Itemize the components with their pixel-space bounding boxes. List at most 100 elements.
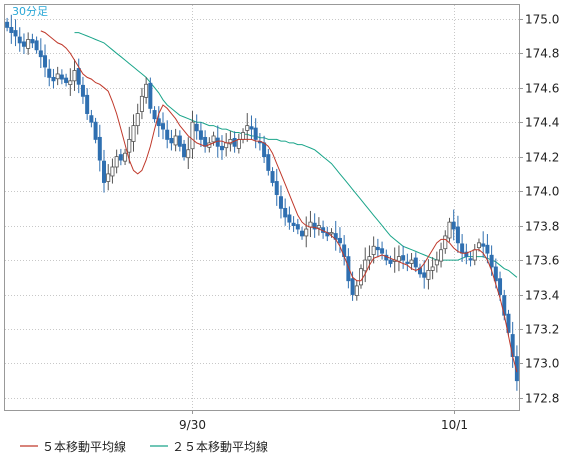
candle-body bbox=[64, 77, 69, 83]
candle-body bbox=[455, 226, 460, 244]
candle-body bbox=[472, 249, 477, 261]
candle-body bbox=[253, 127, 258, 140]
candle-body bbox=[295, 224, 300, 230]
candle-body bbox=[498, 278, 503, 295]
x-tick-label: 10/1 bbox=[441, 418, 468, 432]
candle-body bbox=[443, 235, 448, 250]
y-tick-label: 173.8 bbox=[525, 220, 559, 234]
candle-body bbox=[291, 222, 296, 226]
x-tick-label: 9/30 bbox=[179, 418, 206, 432]
y-tick-label: 174.2 bbox=[525, 151, 559, 165]
candle-body bbox=[232, 137, 237, 147]
candle-body bbox=[380, 248, 385, 254]
candle-body bbox=[396, 256, 401, 262]
candle-body bbox=[316, 225, 321, 229]
candle-body bbox=[287, 214, 292, 223]
ma25-series bbox=[74, 32, 518, 278]
candle-body bbox=[409, 259, 414, 264]
candle-body bbox=[80, 84, 85, 97]
candle-body bbox=[59, 74, 64, 80]
y-tick-label: 174.4 bbox=[525, 116, 559, 130]
candle-body bbox=[127, 139, 132, 153]
candle-body bbox=[489, 254, 494, 268]
candle-body bbox=[51, 76, 56, 82]
candle-body bbox=[266, 154, 271, 171]
candle-body bbox=[363, 259, 368, 272]
candle-body bbox=[110, 166, 115, 177]
candle-body bbox=[118, 154, 123, 161]
candle-body bbox=[346, 256, 351, 282]
candle-body bbox=[354, 285, 359, 296]
candle-body bbox=[68, 80, 73, 86]
candle-body bbox=[26, 39, 31, 49]
y-axis-ticks: 175.0 174.8 174.6 174.4 174.2 174.0 173.8 173.6… bbox=[519, 13, 559, 406]
candle-body bbox=[245, 125, 250, 131]
candle-body bbox=[413, 257, 418, 268]
candle-body bbox=[270, 171, 275, 183]
y-tick-label: 174.6 bbox=[525, 82, 559, 96]
candle-body bbox=[460, 243, 465, 254]
candle-body bbox=[72, 70, 77, 82]
candle-body bbox=[34, 40, 39, 51]
candle-body bbox=[224, 142, 229, 149]
candle-body bbox=[177, 135, 182, 147]
candle-body bbox=[371, 245, 376, 255]
candle-body bbox=[55, 73, 60, 80]
candle-body bbox=[173, 135, 178, 146]
y-tick-label: 174.8 bbox=[525, 47, 559, 61]
candle-body bbox=[215, 137, 220, 147]
ma5-series bbox=[40, 30, 518, 373]
candle-body bbox=[236, 139, 241, 149]
y-tick-label: 173.6 bbox=[525, 254, 559, 268]
candle-body bbox=[219, 145, 224, 151]
candle-body bbox=[182, 143, 187, 158]
candle-body bbox=[426, 270, 431, 280]
y-tick-label: 173.2 bbox=[525, 323, 559, 337]
candle-body bbox=[114, 156, 119, 168]
ma25-line bbox=[74, 32, 518, 278]
candle-body bbox=[481, 243, 486, 247]
candle-body bbox=[144, 83, 149, 98]
candle-body bbox=[203, 136, 208, 147]
candle-body bbox=[401, 255, 406, 261]
candle-body bbox=[135, 113, 140, 127]
candle-body bbox=[17, 36, 22, 44]
candle-body bbox=[367, 256, 372, 261]
candle-body bbox=[493, 266, 498, 282]
candle-body bbox=[485, 244, 490, 254]
candle-body bbox=[38, 50, 43, 58]
candle-body bbox=[89, 115, 94, 123]
candle-body bbox=[388, 259, 393, 264]
candle-body bbox=[148, 82, 153, 109]
candle-body bbox=[430, 266, 435, 271]
candle-body bbox=[228, 139, 233, 145]
candle-body bbox=[439, 249, 444, 262]
candle-body bbox=[76, 68, 81, 85]
y-tick-label: 173.0 bbox=[525, 357, 559, 371]
y-tick-label: 172.8 bbox=[525, 392, 559, 406]
candle-body bbox=[375, 246, 380, 251]
candle-body bbox=[476, 242, 481, 249]
candle-body bbox=[211, 135, 216, 143]
candle-body bbox=[278, 196, 283, 209]
candle-body bbox=[304, 228, 309, 237]
candle-body bbox=[123, 152, 128, 162]
y-tick-label: 175.0 bbox=[525, 13, 559, 27]
candle-body bbox=[464, 251, 469, 258]
candle-body bbox=[169, 137, 174, 144]
candle-body bbox=[85, 94, 90, 114]
plot-area bbox=[4, 4, 520, 411]
candle-body bbox=[506, 313, 511, 333]
candle-body bbox=[241, 132, 246, 140]
candle-body bbox=[312, 222, 317, 230]
candle-body bbox=[152, 110, 157, 120]
candle-body bbox=[329, 232, 334, 235]
candle-body bbox=[274, 181, 279, 195]
candle-body bbox=[47, 68, 52, 78]
ma5-line bbox=[40, 30, 518, 373]
candle-body bbox=[139, 95, 144, 112]
candle-body bbox=[468, 258, 473, 261]
candle-body bbox=[514, 356, 519, 382]
legend-ma5-label: ５本移動平均線 bbox=[42, 439, 126, 454]
